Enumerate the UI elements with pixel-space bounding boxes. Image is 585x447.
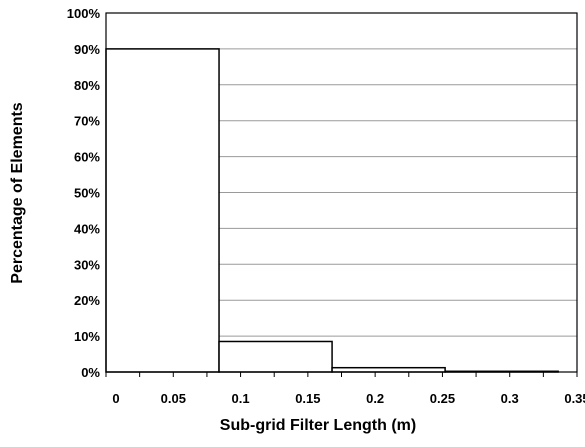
- axes: [105, 12, 578, 377]
- x-tick-label: 0.3: [501, 391, 519, 406]
- y-tick-label: 0%: [81, 365, 100, 380]
- y-tick-label: 100%: [67, 6, 101, 21]
- histogram-bar: [105, 48, 220, 373]
- y-tick-label: 50%: [74, 186, 100, 201]
- x-axis-title: Sub-grid Filter Length (m): [220, 417, 416, 434]
- x-tick-label: 0.25: [430, 391, 455, 406]
- y-tick-label: 70%: [74, 114, 100, 129]
- x-tick-label: 0.05: [161, 391, 186, 406]
- histogram-bars: [105, 48, 559, 373]
- y-tick-label: 80%: [74, 78, 100, 93]
- x-tick-label: 0.15: [295, 391, 320, 406]
- y-tick-label: 40%: [74, 221, 100, 236]
- y-tick-label: 10%: [74, 329, 100, 344]
- x-tick-label: 0.2: [366, 391, 384, 406]
- x-tick-labels: 0 0.05 0.1 0.15 0.2 0.25 0.3 0.35: [112, 391, 585, 406]
- y-tick-label: 20%: [74, 293, 100, 308]
- x-tick-label: 0.1: [232, 391, 250, 406]
- y-axis-title: Percentage of Elements: [9, 102, 26, 284]
- y-tick-label: 60%: [74, 150, 100, 165]
- histogram-bar: [218, 340, 333, 373]
- y-tick-labels: 0% 10% 20% 30% 40% 50% 60% 70% 80% 90% 100%: [67, 6, 101, 380]
- y-tick-label: 90%: [74, 42, 100, 57]
- y-tick-label: 30%: [74, 257, 100, 272]
- x-tick-label: 0: [112, 391, 119, 406]
- x-tick-label: 0.35: [564, 391, 585, 406]
- histogram-bar: [331, 366, 446, 373]
